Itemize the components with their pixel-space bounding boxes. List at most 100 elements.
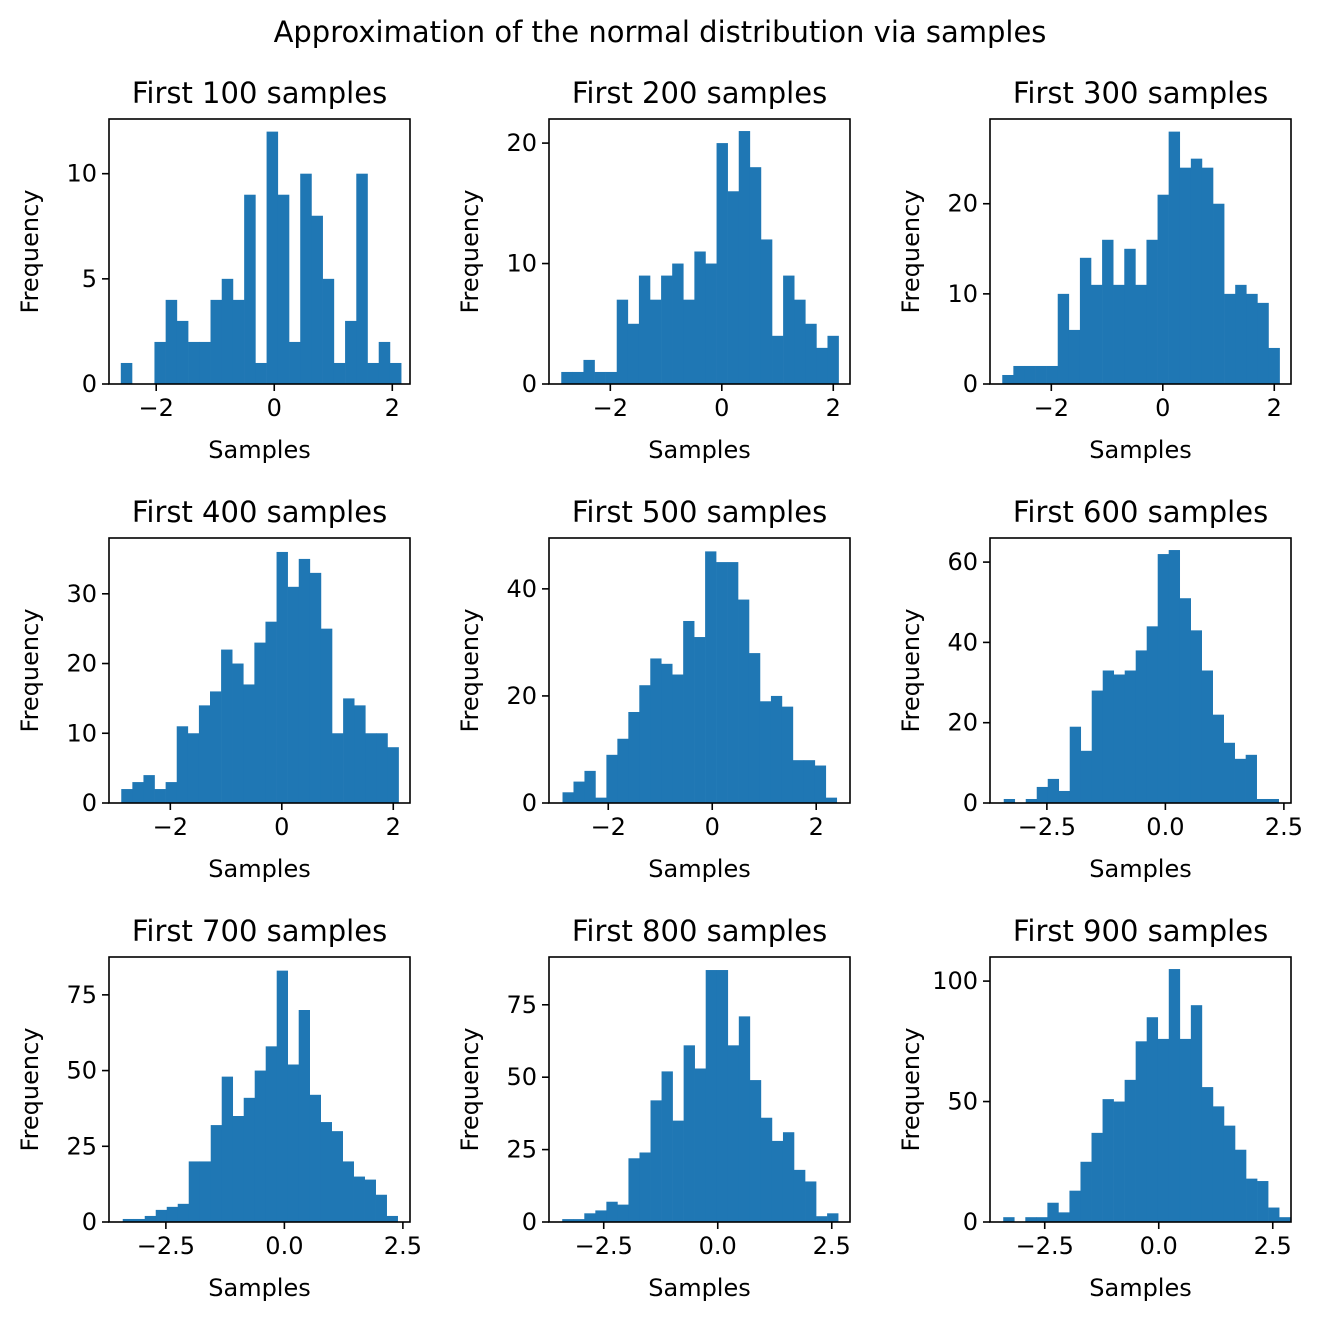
histogram-bar xyxy=(354,705,366,803)
histogram-bar xyxy=(1190,1005,1203,1222)
y-tick-label: 25 xyxy=(66,1132,97,1160)
y-tick-label: 0 xyxy=(963,370,978,398)
histogram-bar xyxy=(1223,1125,1236,1222)
histogram-bar xyxy=(276,970,289,1222)
y-tick-label: 20 xyxy=(947,190,978,218)
histogram-bar xyxy=(661,275,673,384)
histogram-bar xyxy=(198,705,211,803)
histogram-bar xyxy=(1003,1217,1015,1222)
panel-title: First 800 samples xyxy=(572,914,827,948)
histogram-bar xyxy=(781,706,794,803)
histogram-bar xyxy=(298,1010,310,1222)
x-tick-label: 2 xyxy=(385,394,400,422)
histogram-bar xyxy=(1179,1038,1192,1222)
histogram-bar xyxy=(1168,550,1181,803)
histogram-bar xyxy=(760,1117,773,1222)
histogram-bar xyxy=(121,789,133,803)
histogram-bar xyxy=(1234,1149,1247,1222)
histogram-bar xyxy=(367,362,380,384)
x-tick-label: 0.0 xyxy=(1140,1232,1178,1260)
panel-title: First 100 samples xyxy=(132,76,387,110)
y-tick-label: 10 xyxy=(66,160,97,188)
histogram-bar xyxy=(287,586,300,803)
x-axis-label: Samples xyxy=(1089,436,1192,464)
panel-title: First 400 samples xyxy=(132,495,387,529)
histogram-bar xyxy=(254,642,266,803)
histogram-bar xyxy=(1124,1079,1136,1222)
histogram-bar xyxy=(1080,1161,1092,1222)
histogram-bar xyxy=(265,621,277,803)
histogram-bar xyxy=(650,299,662,384)
x-tick-label: 2.5 xyxy=(384,1232,422,1260)
histogram-bar xyxy=(771,1140,784,1222)
histogram-bar xyxy=(1157,194,1169,384)
histogram-bar xyxy=(343,698,355,803)
histogram-bar xyxy=(311,215,323,384)
histogram-bar xyxy=(1224,293,1236,384)
histogram-bar xyxy=(1091,284,1103,384)
histogram-bar xyxy=(1068,329,1081,384)
histogram-bar xyxy=(1058,1212,1070,1222)
histogram-bar xyxy=(1047,778,1060,803)
histogram-bar xyxy=(628,711,640,803)
histogram-bar xyxy=(683,299,695,384)
histogram-bar xyxy=(1080,750,1093,803)
y-tick-label: 75 xyxy=(506,991,537,1019)
y-tick-label: 75 xyxy=(66,981,97,1009)
histogram-bar xyxy=(1124,248,1136,384)
histogram-bar xyxy=(289,341,301,384)
histogram-bar xyxy=(166,1206,179,1222)
panel-title: First 500 samples xyxy=(572,495,827,529)
histogram-bar xyxy=(1058,790,1071,803)
y-tick-label: 10 xyxy=(947,280,978,308)
histogram-bar xyxy=(277,194,290,384)
y-tick-label: 0 xyxy=(522,370,537,398)
histogram-bar xyxy=(309,572,322,803)
histogram-bar xyxy=(387,747,399,803)
histogram-bar xyxy=(705,551,717,803)
x-tick-label: 2 xyxy=(826,394,841,422)
histogram-bar xyxy=(584,1213,596,1222)
x-tick-label: 2.5 xyxy=(1265,813,1303,841)
histogram-bar xyxy=(1168,131,1181,384)
histogram-bar xyxy=(816,347,828,384)
histogram-bar xyxy=(583,359,595,384)
histogram-bar xyxy=(210,1125,223,1222)
histogram-bar xyxy=(650,1100,662,1222)
histogram-bar xyxy=(232,663,244,803)
x-axis-label: Samples xyxy=(208,1274,311,1302)
histogram-bar xyxy=(573,1219,585,1222)
histogram-bar xyxy=(1256,798,1268,803)
histogram-bar xyxy=(573,781,585,803)
x-tick-label: −2 xyxy=(153,813,188,841)
histogram-bar xyxy=(1190,630,1202,803)
x-tick-label: 0.0 xyxy=(1146,813,1184,841)
histogram-bar xyxy=(1146,239,1158,384)
histogram-bar xyxy=(287,1064,300,1222)
histogram-bar xyxy=(386,1215,398,1222)
histogram-bar xyxy=(639,685,651,803)
histogram-bar xyxy=(1036,786,1049,803)
histogram-bar xyxy=(1025,798,1038,803)
histogram-bar xyxy=(155,1209,168,1222)
y-tick-label: 0 xyxy=(963,789,978,817)
histogram-bar xyxy=(617,738,629,803)
histogram-bar xyxy=(562,1219,574,1222)
histogram-bar xyxy=(738,1016,751,1222)
y-tick-label: 50 xyxy=(506,1063,537,1091)
histogram-bar xyxy=(672,674,684,803)
histogram-bar xyxy=(254,1070,267,1222)
histogram-bar xyxy=(1257,1181,1269,1222)
x-tick-label: 0 xyxy=(267,394,282,422)
histogram-bar xyxy=(232,299,245,384)
panel-title: First 200 samples xyxy=(572,76,827,110)
x-axis-label: Samples xyxy=(648,436,751,464)
histogram-bar xyxy=(595,797,607,803)
histogram-bar xyxy=(210,691,222,803)
x-tick-label: −2 xyxy=(591,813,626,841)
histogram-bar xyxy=(365,733,377,803)
histogram-bar xyxy=(221,649,233,803)
axes-frame xyxy=(548,118,851,385)
